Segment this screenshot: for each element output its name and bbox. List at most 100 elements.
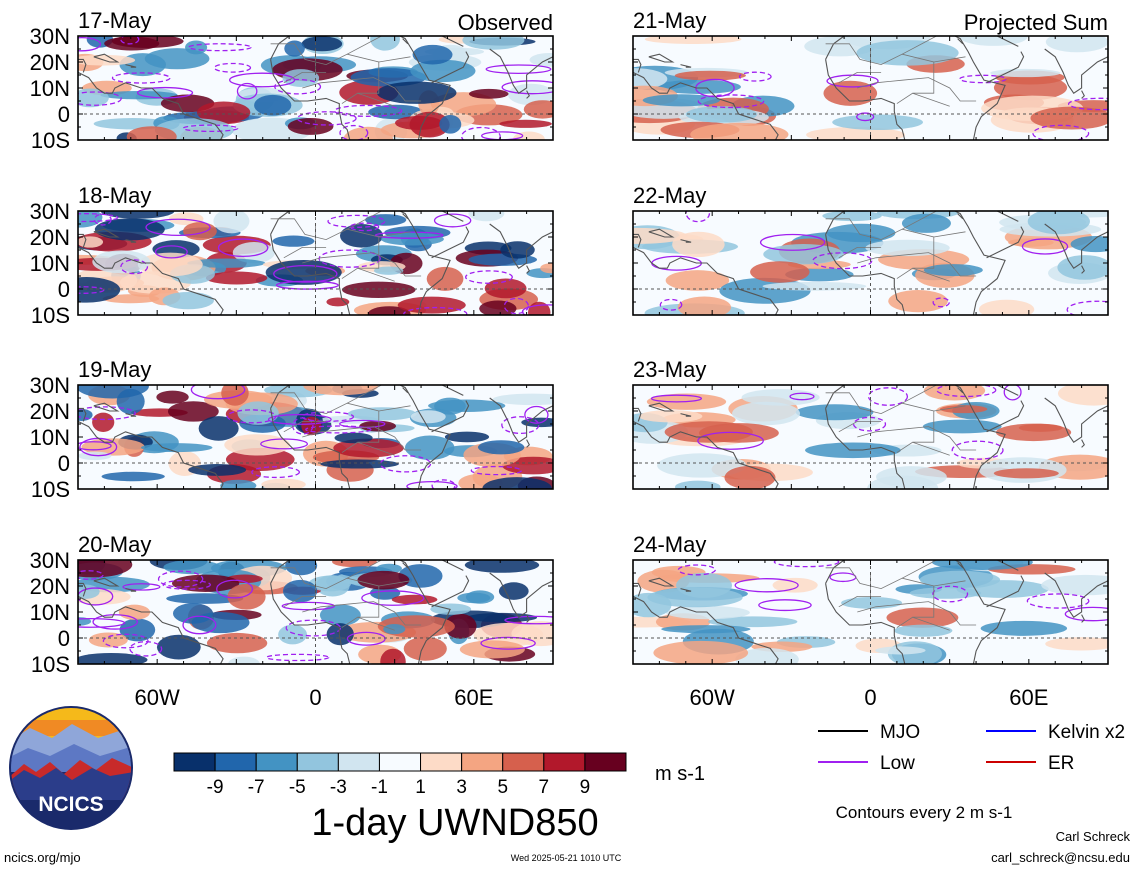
anomaly-shading	[523, 100, 553, 119]
low-contour	[936, 385, 997, 398]
anomaly-shading	[657, 453, 747, 478]
anomaly-shading	[901, 213, 951, 233]
anomaly-shading	[468, 88, 509, 99]
anomaly-shading	[78, 88, 109, 108]
coastline	[633, 582, 642, 597]
anomaly-shading	[468, 211, 505, 222]
colorbar-label: -7	[248, 777, 265, 798]
coastline	[93, 402, 120, 412]
anomaly-shading	[492, 393, 553, 406]
coastline	[78, 58, 87, 73]
colorbar-swatch	[173, 752, 216, 772]
coastline	[289, 36, 290, 37]
anomaly-shading	[633, 592, 672, 618]
coastline	[1081, 90, 1085, 99]
lat-tick-label: 0	[58, 277, 70, 302]
lat-tick-label: 0	[58, 102, 70, 127]
coastline	[996, 211, 1019, 222]
lon-tick-label: 60E	[454, 685, 493, 710]
low-contour	[932, 585, 969, 603]
panel-date-label: 24-May	[633, 532, 706, 557]
anomaly-shading	[320, 459, 399, 469]
anomaly-shading	[444, 613, 477, 639]
low-contour	[78, 587, 114, 606]
low-contour	[1021, 238, 1069, 255]
lat-tick-label: 30N	[30, 548, 70, 573]
country-border	[912, 267, 950, 282]
anomaly-shading	[198, 416, 239, 441]
anomaly-shading	[213, 211, 250, 234]
country-border	[838, 246, 882, 259]
low-contour	[501, 80, 553, 95]
anomaly-shading	[282, 579, 318, 603]
anomaly-shading	[326, 297, 350, 307]
anomaly-shading	[220, 479, 257, 489]
coastline	[125, 64, 137, 68]
low-contour	[78, 441, 112, 451]
lat-tick-label: 10N	[30, 600, 70, 625]
anomaly-shading	[403, 636, 447, 661]
anomaly-shading	[1057, 385, 1108, 406]
country-border	[912, 441, 950, 456]
low-contour	[431, 479, 456, 489]
legend: MJO Kelvin x2 Low ER	[818, 722, 1125, 774]
low-contour	[78, 617, 126, 628]
anomaly-shading	[647, 587, 743, 608]
coastline	[633, 58, 642, 73]
low-contour	[327, 214, 386, 228]
lat-tick-label: 20N	[30, 225, 70, 250]
low-contour	[296, 111, 357, 126]
lat-tick-label: 10S	[31, 303, 70, 328]
colorbar-swatch	[543, 752, 586, 772]
colorbar-swatch	[378, 752, 422, 772]
anomaly-shading	[1045, 36, 1108, 53]
colorbar-label: -1	[371, 777, 388, 798]
low-contour	[503, 297, 529, 315]
coastline	[680, 64, 692, 68]
low-contour	[78, 406, 136, 421]
coastline	[489, 572, 553, 618]
lon-tick-label: 0	[864, 685, 876, 710]
low-contour	[216, 579, 254, 599]
low-contour	[122, 583, 161, 591]
anomaly-shading	[376, 81, 457, 104]
footer-timestamp: Wed 2025-05-21 1010 UTC	[511, 853, 622, 863]
coastline	[402, 562, 409, 569]
anomaly-shading	[140, 443, 213, 453]
lat-tick-label: 10S	[31, 477, 70, 502]
coastline	[431, 575, 470, 608]
anomaly-shading	[221, 385, 249, 406]
panel-21-may: 21-May Projected Sum	[632, 8, 1109, 141]
coastline	[1044, 223, 1108, 269]
coastline	[648, 402, 675, 412]
colorbar-label: 3	[456, 777, 467, 798]
panel-date-label: 20-May	[78, 532, 151, 557]
colorbar-swatch	[420, 752, 463, 772]
coastline	[526, 90, 530, 99]
anomaly-shading	[373, 266, 404, 275]
anomaly-shading	[168, 212, 204, 226]
anomaly-shading	[498, 582, 529, 600]
anomaly-shading	[939, 405, 988, 414]
anomaly-shading	[1045, 637, 1108, 651]
anomaly-shading	[763, 244, 844, 265]
anomaly-shading	[457, 592, 491, 604]
lat-tick-label: 20N	[30, 574, 70, 599]
coastline	[489, 223, 553, 269]
longitude-axis: 60W 0 60E 60W 0 60E	[135, 685, 1049, 710]
anomaly-shading	[333, 438, 404, 458]
anomaly-shading	[347, 407, 417, 421]
anomaly-shading	[81, 438, 145, 456]
anomaly-shading	[665, 270, 730, 291]
anomaly-shading	[162, 291, 214, 310]
anomaly-shading	[888, 289, 948, 313]
coastline	[633, 246, 779, 315]
low-contour	[677, 564, 716, 576]
coastline	[1044, 397, 1108, 443]
coastline	[441, 560, 464, 571]
colorbar-swatch	[461, 752, 504, 772]
anomaly-shading	[285, 560, 318, 576]
anomaly-shading	[94, 218, 165, 241]
